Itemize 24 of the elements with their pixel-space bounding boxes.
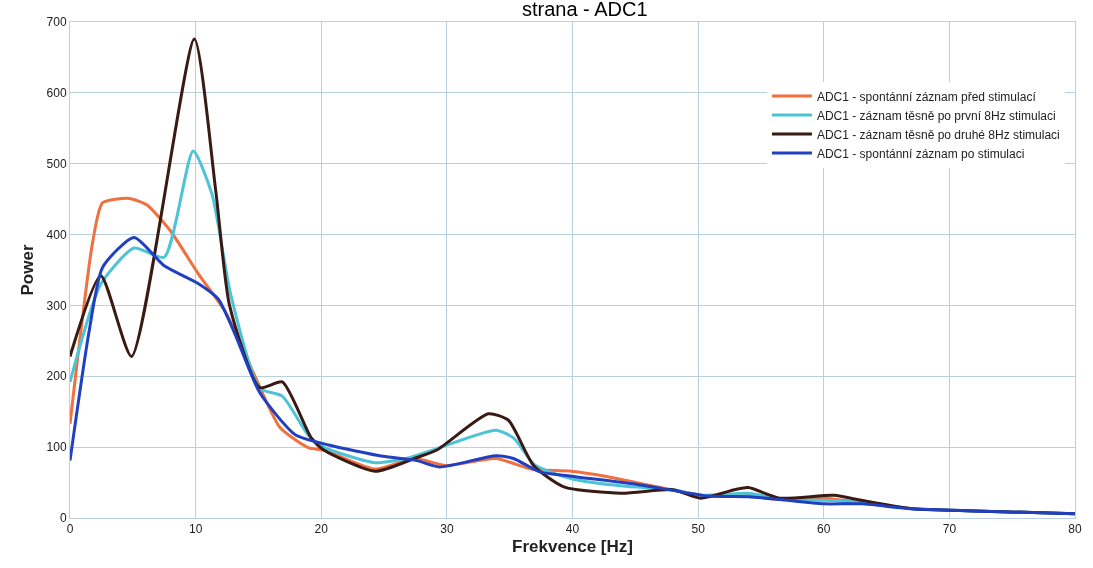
- y-tick-label: 400: [46, 227, 67, 242]
- x-tick-label: 30: [440, 522, 454, 537]
- y-tick-label: 300: [46, 298, 67, 313]
- x-tick-label: 60: [817, 522, 831, 537]
- x-tick-label: 80: [1068, 522, 1082, 537]
- legend-label: ADC1 - záznam těsně po první 8Hz stimulaci: [816, 108, 1056, 123]
- legend-label: ADC1 - spontánní záznam před stimulací: [816, 89, 1037, 104]
- x-tick-label: 50: [691, 522, 706, 537]
- x-tick-label: 10: [188, 522, 203, 537]
- y-tick-label: 700: [46, 15, 67, 30]
- y-tick-label: 0: [59, 511, 67, 526]
- x-tick-label: 70: [942, 522, 957, 537]
- y-tick-label: 100: [46, 440, 67, 455]
- y-tick-label: 500: [46, 156, 67, 171]
- y-axis-title: Power: [18, 244, 38, 296]
- x-tick-label: 40: [565, 522, 580, 537]
- line-series: [70, 235, 1075, 516]
- legend-label: ADC1 - záznam těsně po druhé 8Hz stimulaci: [816, 127, 1060, 142]
- x-tick-label: 20: [314, 522, 329, 537]
- y-tick-label: 200: [46, 369, 67, 384]
- chart-title: strana - ADC1: [521, 0, 648, 20]
- y-tick-label: 600: [46, 86, 67, 101]
- legend-label: ADC1 - spontánní záznam po stimulaci: [816, 146, 1025, 161]
- x-axis-title: Frekvence [Hz]: [512, 536, 633, 556]
